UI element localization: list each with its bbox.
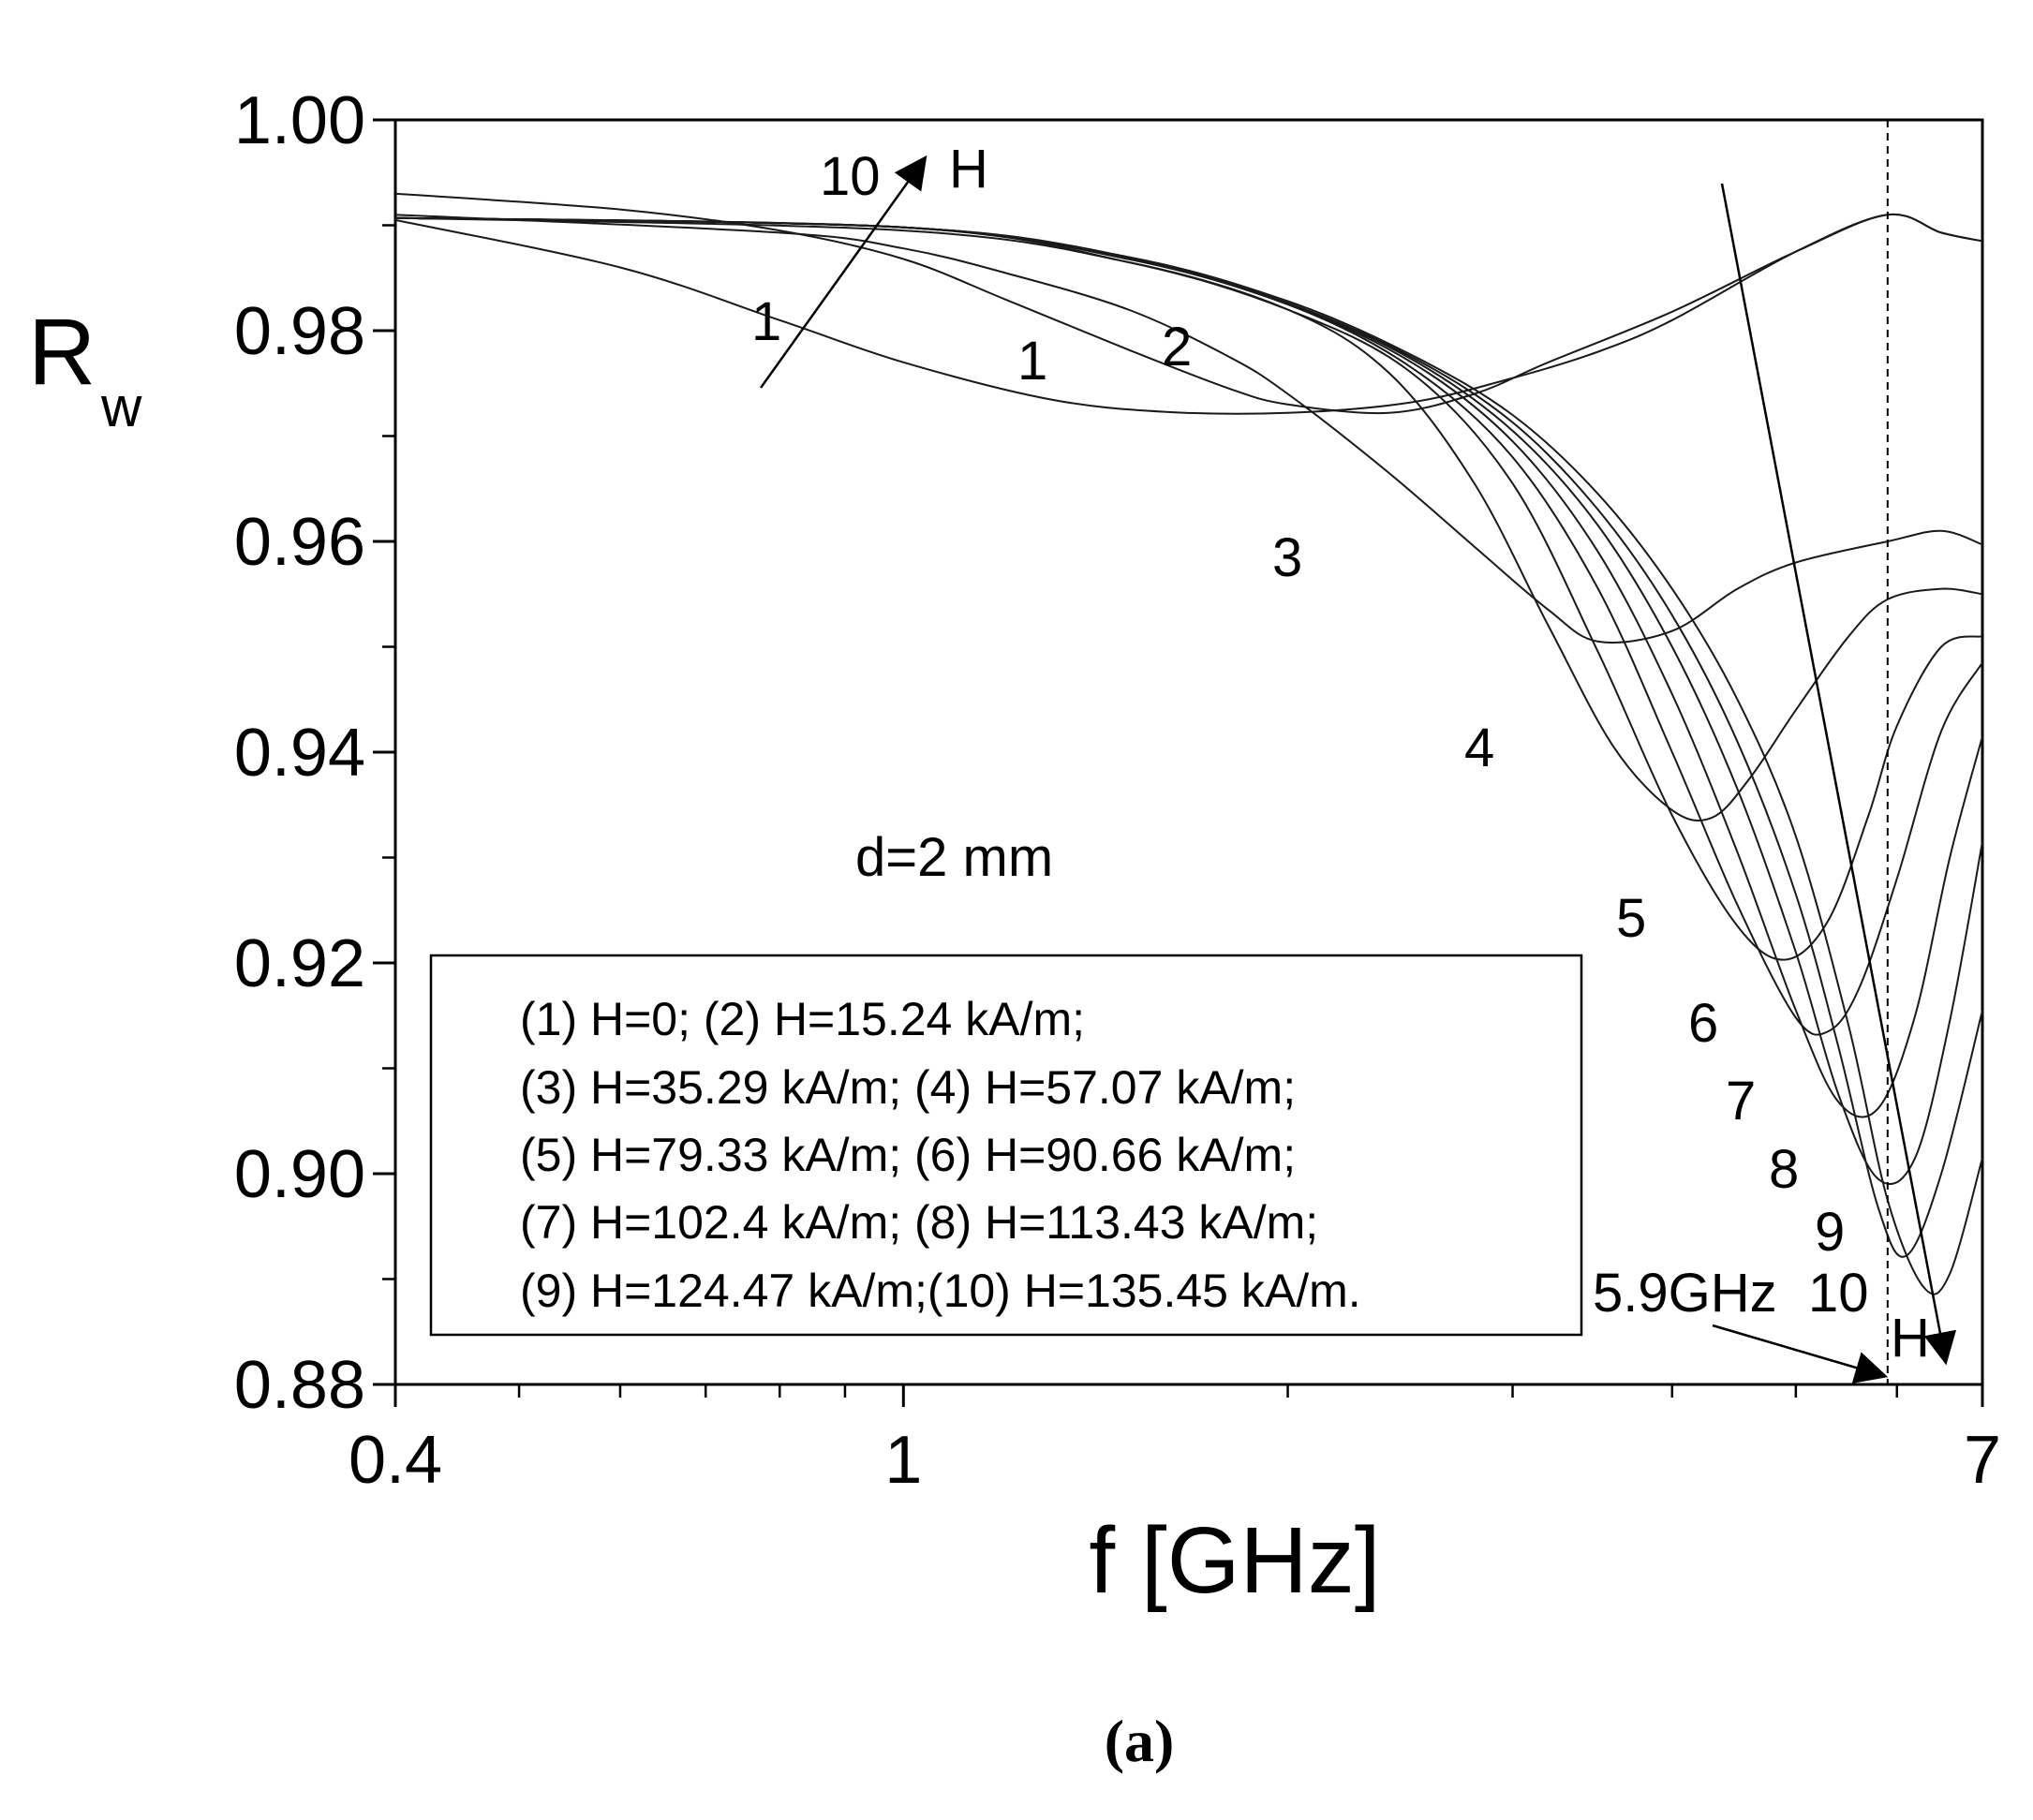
curve-label: 1 <box>751 291 781 352</box>
curve-label: 6 <box>1688 993 1718 1054</box>
y-axis-ticks: 1.00 0.98 0.96 0.94 0.92 0.90 0.88 <box>234 83 395 1423</box>
curve-label: 2 <box>1162 317 1192 377</box>
x-tick-label: 1 <box>884 1423 922 1498</box>
curve-label: 9 <box>1815 1202 1845 1263</box>
y-tick-label: 0.98 <box>234 294 365 369</box>
arrow-label-bottom-h: H <box>1891 1308 1930 1369</box>
arrow-label-top-number: 10 <box>820 146 881 207</box>
freq-marker-arrow <box>1712 1324 1889 1384</box>
series-line-1 <box>394 213 1983 415</box>
legend-line: (9) H=124.47 kA/m;(10) H=135.45 kA/m. <box>520 1265 1361 1317</box>
x-tick-label: 7 <box>1964 1423 2001 1498</box>
x-axis-title: f [GHz] <box>1089 1508 1380 1613</box>
curve-label: 10 <box>1808 1263 1869 1324</box>
series-line-3 <box>394 214 1983 644</box>
h-arrow-right <box>1720 183 1957 1366</box>
legend-line: (3) H=35.29 kA/m; (4) H=57.07 kA/m; <box>520 1061 1296 1114</box>
x-tick-label: 0.4 <box>349 1423 442 1498</box>
curve-label: 4 <box>1464 718 1494 778</box>
curve-label: 5 <box>1616 888 1646 949</box>
x-axis-ticks: 0.4 1 7 <box>349 1384 2001 1498</box>
y-tick-label: 0.94 <box>234 716 365 791</box>
h-arrow-top <box>759 155 927 389</box>
y-axis-title: R <box>28 300 96 405</box>
series-line-4 <box>394 216 1983 822</box>
y-tick-label: 0.88 <box>234 1348 365 1423</box>
curve-label: 3 <box>1272 527 1302 588</box>
curve-label: 8 <box>1769 1139 1799 1200</box>
legend: (1) H=0; (2) H=15.24 kA/m; (3) H=35.29 k… <box>429 954 1583 1337</box>
y-tick-label: 0.92 <box>234 926 365 1001</box>
legend-line: (5) H=79.33 kA/m; (6) H=90.66 kA/m; <box>520 1129 1296 1181</box>
curve-label: 1 <box>1017 331 1047 392</box>
legend-box <box>429 954 1583 1337</box>
y-tick-label: 1.00 <box>234 83 365 158</box>
legend-line: (1) H=0; (2) H=15.24 kA/m; <box>520 993 1085 1045</box>
series-line-2 <box>394 192 1983 415</box>
series-line-5 <box>394 216 1983 961</box>
series-curves <box>394 192 1983 1295</box>
y-axis-title-subscript: w <box>100 376 142 438</box>
legend-line: (7) H=102.4 kA/m; (8) H=113.43 kA/m; <box>520 1196 1318 1249</box>
freq-marker-label: 5.9GHz <box>1593 1263 1777 1324</box>
y-tick-label: 0.90 <box>234 1137 365 1212</box>
thickness-label: d=2 mm <box>855 827 1053 888</box>
curve-label: 7 <box>1726 1071 1756 1132</box>
arrow-label-top-h: H <box>949 139 988 200</box>
y-tick-label: 0.96 <box>234 505 365 580</box>
figure-caption: (a) <box>1105 1708 1175 1774</box>
